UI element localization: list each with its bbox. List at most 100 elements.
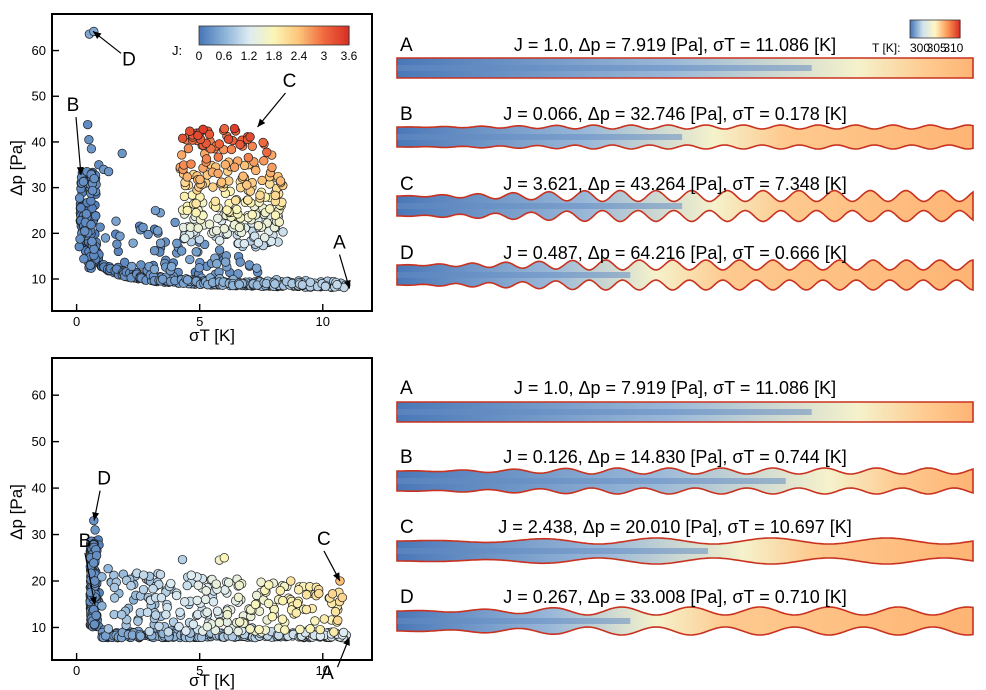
data-point <box>182 275 193 285</box>
x-tick-label: 0 <box>73 314 80 329</box>
data-point <box>182 205 192 216</box>
colorbar-j-tick: 0 <box>196 49 203 63</box>
colorbar-j-segment <box>201 26 205 45</box>
data-point <box>267 162 277 173</box>
colorbar-j-segment <box>276 26 280 45</box>
data-point <box>238 171 248 181</box>
data-point <box>142 607 153 617</box>
colorbar-j-segment <box>246 26 250 45</box>
colorbar-j-segment <box>231 26 235 45</box>
data-point <box>277 614 288 624</box>
plot-frame-top <box>51 13 373 312</box>
colorbar-j-segment <box>294 26 298 45</box>
channel-top-d <box>396 258 974 292</box>
data-point <box>257 175 267 186</box>
data-point <box>181 626 191 636</box>
data-point <box>198 124 208 134</box>
data-point <box>87 236 97 247</box>
data-point <box>332 280 342 290</box>
colorbar-t-segment <box>927 20 930 38</box>
data-point <box>222 205 232 215</box>
data-point <box>192 595 202 606</box>
colorbar-t-segment <box>953 20 956 38</box>
channel-core <box>397 618 631 624</box>
data-point <box>232 204 242 215</box>
channel-info: J = 2.438, Δp = 20.010 [Pa], σT = 10.697… <box>498 517 852 537</box>
data-point <box>223 625 234 636</box>
data-point <box>83 119 93 130</box>
data-point <box>253 221 264 231</box>
data-point <box>253 238 264 248</box>
data-point <box>256 577 266 587</box>
channel-letter: A <box>400 35 413 56</box>
colorbar-t-segment <box>922 20 925 38</box>
colorbar-t-segment <box>926 20 929 38</box>
data-point <box>242 180 252 190</box>
channel-info: J = 1.0, Δp = 7.919 [Pa], σT = 11.086 [K… <box>514 35 836 55</box>
data-point <box>220 160 230 170</box>
annotation-arrowhead <box>333 572 340 581</box>
data-point <box>100 233 111 243</box>
colorbar-j-segment <box>316 26 320 45</box>
y-tick-label: 30 <box>32 180 46 195</box>
colorbar-t-segment <box>917 20 920 38</box>
colorbar-j-segment <box>341 26 345 45</box>
colorbar-j-segment <box>244 26 248 45</box>
data-point <box>214 618 225 628</box>
colorbar-j-segment <box>311 26 315 45</box>
channel-core <box>397 134 683 140</box>
data-point <box>270 190 280 201</box>
colorbar-j-segment <box>306 26 310 45</box>
data-point <box>314 588 324 599</box>
y-tick-label: 60 <box>32 388 46 403</box>
data-point <box>212 606 223 616</box>
channel-info: J = 0.487, Δp = 64.216 [Pa], σT = 0.666 … <box>503 243 847 263</box>
data-point <box>161 609 171 620</box>
data-point <box>112 239 122 249</box>
colorbar-j-segment <box>319 26 323 45</box>
scatter-points-top <box>74 26 351 293</box>
data-point <box>128 238 138 248</box>
channel-info: J = 3.621, Δp = 43.264 [Pa], σT = 7.348 … <box>503 174 847 194</box>
colorbar-t-segment <box>928 20 931 38</box>
y-tick-label: 30 <box>32 527 46 542</box>
channel-letter: B <box>400 104 413 125</box>
data-point <box>208 182 218 192</box>
y-tick-label: 10 <box>32 620 46 635</box>
data-point <box>97 601 107 611</box>
data-point <box>213 168 223 179</box>
colorbar-j-tick: 3.6 <box>341 49 358 63</box>
channel-letter: D <box>400 243 414 264</box>
colorbar-t-segment <box>913 20 916 38</box>
data-point <box>191 208 201 218</box>
data-point <box>202 607 212 617</box>
data-point <box>89 244 99 254</box>
data-point <box>185 254 195 265</box>
colorbar-j-segment <box>259 26 263 45</box>
colorbar-j-segment <box>216 26 220 45</box>
data-point <box>243 195 253 205</box>
annotation-label-a: A <box>333 233 346 254</box>
colorbar-j-tick: 1.8 <box>266 49 283 63</box>
data-point <box>261 278 271 289</box>
data-point <box>260 232 270 243</box>
data-point <box>286 576 296 586</box>
data-point <box>133 616 143 626</box>
data-point <box>144 626 155 637</box>
data-point <box>233 592 244 602</box>
colorbar-j-segment <box>226 26 230 45</box>
data-point <box>185 126 195 136</box>
y-tick-label: 10 <box>32 272 46 287</box>
colorbar-t-segment <box>957 20 960 38</box>
annotation-arrowhead <box>343 637 350 646</box>
channel-flow-fields: A J = 1.0, Δp = 7.919 [Pa], σT = 11.086 [… <box>396 35 974 636</box>
channel-letter: D <box>400 587 414 608</box>
data-point <box>229 162 240 172</box>
data-point <box>247 210 257 220</box>
data-point <box>175 607 185 617</box>
colorbar-j-segment <box>339 26 343 45</box>
annotation-arrowhead <box>92 512 100 521</box>
annotation-label-c: C <box>283 71 297 92</box>
x-tick-label: 0 <box>73 663 80 678</box>
